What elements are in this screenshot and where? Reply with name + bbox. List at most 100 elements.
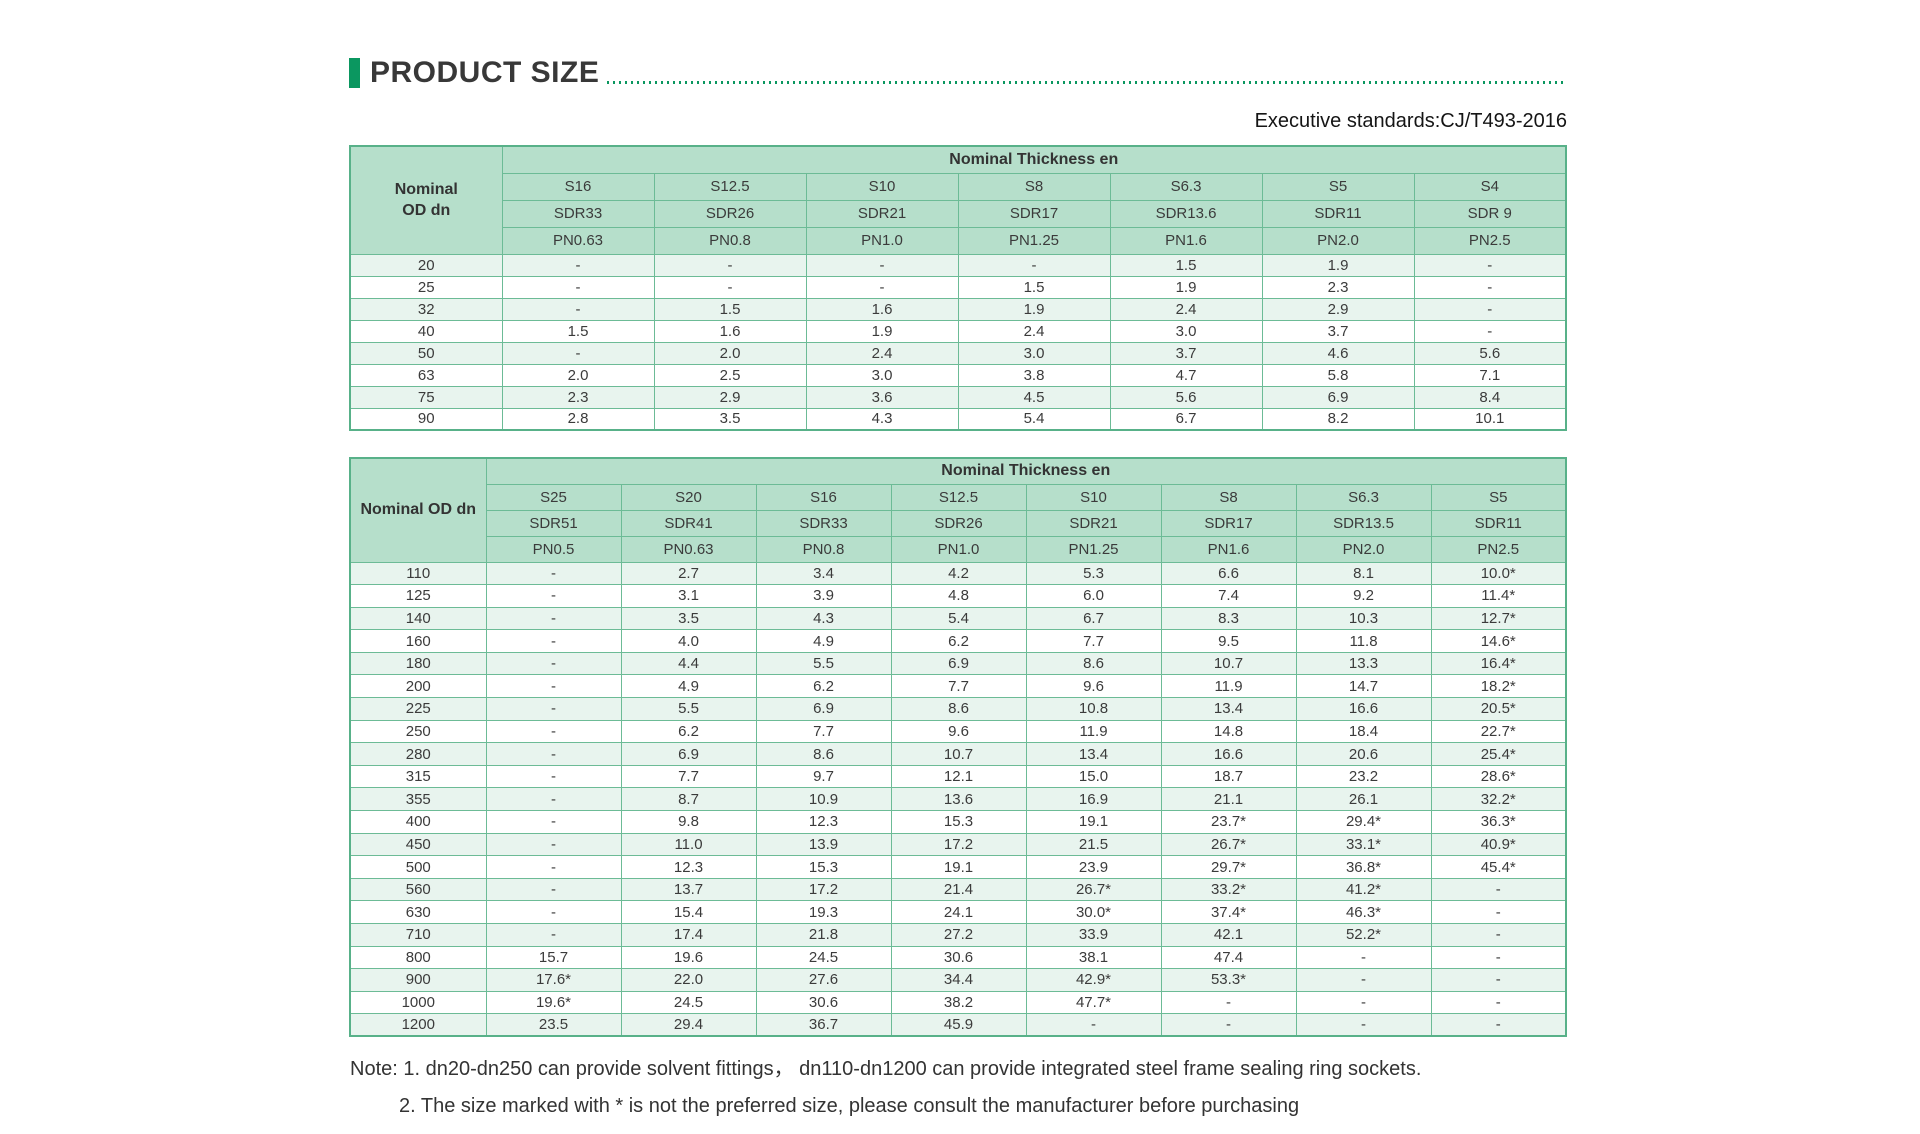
table2-thickness-value: 45.4* <box>1430 855 1567 879</box>
table2-thickness-value: - <box>1430 945 1567 970</box>
table2-thickness-value: 16.4* <box>1430 651 1567 676</box>
table1-thickness-value: 5.6 <box>1413 341 1567 365</box>
table2-thickness-value: 7.4 <box>1160 584 1297 608</box>
table1-pn-header: PN2.0 <box>1261 226 1415 255</box>
table2-thickness-value: 23.5 <box>485 1013 622 1037</box>
table1-sdr-header: SDR26 <box>653 199 807 228</box>
table1-thickness-value: - <box>957 253 1111 277</box>
table1-pn-header: PN1.25 <box>957 226 1111 255</box>
table1-s-header: S6.3 <box>1109 172 1263 201</box>
table2-thickness-value: 40.9* <box>1430 832 1567 857</box>
table2-thickness-value: 22.0 <box>620 968 757 992</box>
table2-thickness-value: 14.8 <box>1160 719 1297 744</box>
table2-sdr-header: SDR13.5 <box>1295 509 1432 537</box>
table2-thickness-value: 6.7 <box>1025 606 1162 631</box>
table1-thickness-value: 5.4 <box>957 407 1111 431</box>
table-row: 400-9.8 12.3 15.3 19.1 23.7* 29.4* 36.3* <box>349 810 1567 834</box>
table1-s-header: S12.5 <box>653 172 807 201</box>
table1-thickness-value: 3.0 <box>1109 319 1263 343</box>
table-row: 500-12.3 15.3 19.1 23.9 29.7* 36.8* 45.4* <box>349 855 1567 879</box>
table2-thickness-value: 8.6 <box>755 742 892 766</box>
table-row: 25- - -1.5 1.9 2.3- <box>349 275 1567 299</box>
table1-dn-label: 25 <box>349 275 503 299</box>
table2-dn-label: 450 <box>349 832 487 857</box>
table2-thickness-value: 12.7* <box>1430 606 1567 631</box>
table-row: 710-17.4 21.8 27.2 33.9 42.1 52.2* - <box>349 923 1567 947</box>
table2-thickness-value: 36.8* <box>1295 855 1432 879</box>
table1-thickness-value: 1.5 <box>957 275 1111 299</box>
table2-thickness-value: 6.2 <box>755 674 892 699</box>
table2-thickness-value: 30.6 <box>755 990 892 1015</box>
table2-thickness-value: 6.9 <box>890 651 1027 676</box>
table2-thickness-value: 3.9 <box>755 584 892 608</box>
table2-thickness-value: 8.6 <box>890 697 1027 721</box>
table2-thickness-value: 17.4 <box>620 923 757 947</box>
table2-dn-label: 180 <box>349 651 487 676</box>
table2-dn-label: 200 <box>349 674 487 699</box>
table2-thickness-value: 14.7 <box>1295 674 1432 699</box>
table2-thickness-value: 23.9 <box>1025 855 1162 879</box>
table1-thickness-value: 2.3 <box>1261 275 1415 299</box>
table2-dn-label: 140 <box>349 606 487 631</box>
table-row: 1200 23.5 29.4 36.7 45.9- - - - <box>349 1013 1567 1037</box>
table2-thickness-value: 9.8 <box>620 810 757 834</box>
table2-thickness-value: 21.5 <box>1025 832 1162 857</box>
table2-thickness-value: 7.7 <box>755 719 892 744</box>
table2-thickness-value: 17.6* <box>485 968 622 992</box>
table1-thickness-value: 1.5 <box>501 319 655 343</box>
table2-s-header: S5 <box>1430 483 1567 511</box>
table1-thickness-value: 3.5 <box>653 407 807 431</box>
table2-thickness-value: - <box>1430 990 1567 1015</box>
table2-thickness-value: 9.7 <box>755 764 892 789</box>
table2-thickness-value: - <box>485 855 622 879</box>
table2-thickness-value: 42.1 <box>1160 923 1297 947</box>
table1-dn-label: 75 <box>349 385 503 409</box>
table1-thickness-value: 7.1 <box>1413 363 1567 387</box>
table2-sdr-header: SDR33 <box>755 509 892 537</box>
table2-thickness-value: 18.2* <box>1430 674 1567 699</box>
table2-pn-header: PN0.63 <box>620 535 757 563</box>
table2-dn-label: 250 <box>349 719 487 744</box>
table2-thickness-value: 9.6 <box>890 719 1027 744</box>
table2-thickness-value: 45.9 <box>890 1013 1027 1037</box>
table2-thickness-value: 9.2 <box>1295 584 1432 608</box>
table-row: 280-6.9 8.6 10.7 13.4 16.6 20.6 25.4* <box>349 742 1567 766</box>
table2-pn-header: PN2.0 <box>1295 535 1432 563</box>
table1-thickness-value: - <box>653 253 807 277</box>
table-row: 75 2.3 2.9 3.6 4.5 5.6 6.9 8.4 <box>349 385 1567 409</box>
table2-thickness-value: 14.6* <box>1430 629 1567 653</box>
table-row: 110-2.7 3.4 4.2 5.3 6.6 8.1 10.0* <box>349 561 1567 586</box>
table2-sdr-header: SDR41 <box>620 509 757 537</box>
table1-thickness-value: 1.9 <box>957 297 1111 321</box>
table1-dn-label: 90 <box>349 407 503 431</box>
table2-thickness-value: - <box>1025 1013 1162 1037</box>
table2-thickness-value: 13.6 <box>890 787 1027 812</box>
table2-thickness-value: 8.7 <box>620 787 757 812</box>
table2-thickness-value: 19.3 <box>755 900 892 924</box>
table2-thickness-value: - <box>485 923 622 947</box>
table2-thickness-value: 18.4 <box>1295 719 1432 744</box>
table2-thickness-value: 9.6 <box>1025 674 1162 699</box>
table2-sdr-header: SDR17 <box>1160 509 1297 537</box>
table2-s-header: S10 <box>1025 483 1162 511</box>
table1-span-header: Nominal Thickness en <box>501 145 1567 174</box>
thickness-table-small-dn-wrap: Nominal OD dn Nominal Thickness en S16 S12.… <box>349 145 1567 431</box>
table-row: 125-3.1 3.9 4.8 6.0 7.4 9.2 11.4* <box>349 584 1567 608</box>
table2-thickness-value: 4.0 <box>620 629 757 653</box>
table2-thickness-value: 6.2 <box>620 719 757 744</box>
table-row: 180-4.4 5.5 6.9 8.6 10.7 13.3 16.4* <box>349 651 1567 676</box>
table1-s-header: S8 <box>957 172 1111 201</box>
table1-thickness-value: - <box>805 275 959 299</box>
table2-thickness-value: 13.7 <box>620 877 757 902</box>
table1-thickness-value: - <box>501 341 655 365</box>
table1-thickness-value: 2.4 <box>1109 297 1263 321</box>
table2-thickness-value: 24.5 <box>620 990 757 1015</box>
table1-sdr-header: SDR21 <box>805 199 959 228</box>
table2-thickness-value: 34.4 <box>890 968 1027 992</box>
table2-thickness-value: - <box>485 651 622 676</box>
table2-thickness-value: 32.2* <box>1430 787 1567 812</box>
table2-thickness-value: 33.1* <box>1295 832 1432 857</box>
table1-pn-header: PN1.0 <box>805 226 959 255</box>
table2-thickness-value: 12.3 <box>620 855 757 879</box>
table2-thickness-value: 47.7* <box>1025 990 1162 1015</box>
